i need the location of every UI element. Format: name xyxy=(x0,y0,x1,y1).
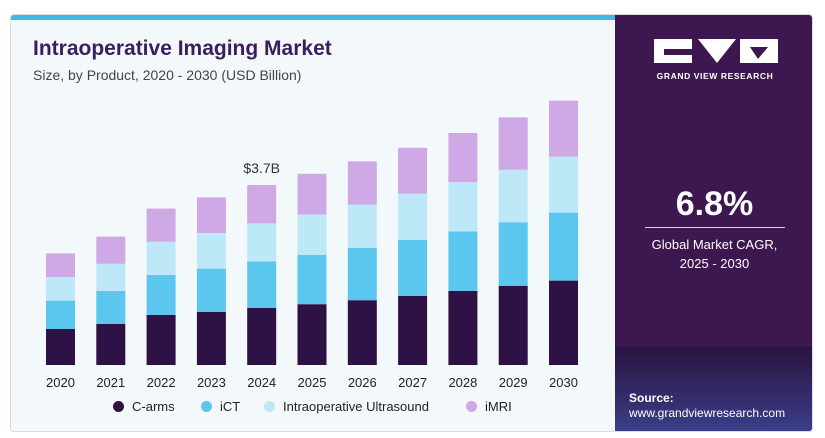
bar-2026-ict xyxy=(347,247,377,301)
top-accent-bar xyxy=(11,15,615,20)
source-label: Source: xyxy=(629,391,674,405)
x-tick-label: 2022 xyxy=(147,375,176,390)
bar-2020-ict xyxy=(46,300,75,329)
x-tick-label: 2023 xyxy=(197,375,226,390)
logo-mark-icon xyxy=(654,39,778,63)
x-tick-label: 2025 xyxy=(298,375,327,390)
bar-2027-c-arms xyxy=(398,295,428,365)
x-tick-label: 2024 xyxy=(247,375,276,390)
legend-label: C-arms xyxy=(132,399,175,414)
data-label-annotation: $3.7B xyxy=(243,160,280,176)
cagr-value: 6.8% xyxy=(675,185,754,223)
bar-2029-intraoperative-ultrasound xyxy=(498,169,528,223)
bar-2029-c-arms xyxy=(498,285,528,365)
legend-item: iCT xyxy=(201,399,240,414)
bar-2024-c-arms xyxy=(247,307,277,365)
bar-2022-imri xyxy=(146,208,176,242)
source-link[interactable]: www.grandviewresearch.com xyxy=(629,406,786,420)
brand-logo: GRAND VIEW RESEARCH xyxy=(640,37,790,85)
bar-2028-imri xyxy=(448,133,478,183)
bar-2028-c-arms xyxy=(448,291,478,365)
bar-2030-intraoperative-ultrasound xyxy=(549,156,578,213)
bar-2027-ict xyxy=(398,239,428,296)
bar-2026-c-arms xyxy=(347,300,377,365)
legend-swatch xyxy=(264,401,275,412)
x-tick-label: 2020 xyxy=(46,375,75,390)
x-tick-label: 2021 xyxy=(96,375,125,390)
legend-label: iCT xyxy=(220,399,241,414)
x-tick-label: 2026 xyxy=(348,375,377,390)
bar-2022-c-arms xyxy=(146,315,176,365)
bar-2026-intraoperative-ultrasound xyxy=(347,204,377,248)
bar-2030-c-arms xyxy=(549,280,578,365)
bar-2020-intraoperative-ultrasound xyxy=(46,277,75,301)
x-tick-label: 2028 xyxy=(448,375,477,390)
bar-2025-ict xyxy=(297,255,327,305)
source-band xyxy=(615,347,812,431)
bar-2025-c-arms xyxy=(297,304,327,365)
bar-2025-imri xyxy=(297,173,327,215)
legend-item: C-arms xyxy=(113,399,175,414)
bar-2023-ict xyxy=(196,268,226,312)
bar-2022-ict xyxy=(146,275,176,315)
bar-2028-intraoperative-ultrasound xyxy=(448,182,478,232)
x-tick-label: 2030 xyxy=(549,375,578,390)
chart-legend: C-arms iCT Intraoperative Ultrasound iMRI xyxy=(11,399,615,419)
bar-2023-c-arms xyxy=(196,311,226,365)
bar-2024-imri xyxy=(247,185,277,224)
report-card: Intraoperative Imaging Market Size, by P… xyxy=(10,14,813,432)
bar-2020-c-arms xyxy=(46,329,75,365)
bar-2030-ict xyxy=(549,212,578,281)
x-tick-label: 2027 xyxy=(398,375,427,390)
bar-2024-ict xyxy=(247,261,277,308)
bar-2020-imri xyxy=(46,253,75,277)
bar-2030-imri xyxy=(549,100,578,157)
legend-item: iMRI xyxy=(466,399,512,414)
bar-2027-intraoperative-ultrasound xyxy=(398,193,428,240)
legend-swatch xyxy=(466,401,477,412)
bar-2029-imri xyxy=(498,117,528,170)
bar-2029-ict xyxy=(498,222,528,286)
legend-item: Intraoperative Ultrasound xyxy=(264,399,429,414)
bar-2026-imri xyxy=(347,161,377,205)
chart-title: Intraoperative Imaging Market xyxy=(33,37,332,60)
cagr-divider xyxy=(645,227,785,228)
bar-2021-imri xyxy=(96,236,126,264)
bar-2023-imri xyxy=(196,197,226,233)
chart-subtitle: Size, by Product, 2020 - 2030 (USD Billi… xyxy=(33,67,302,83)
legend-label: Intraoperative Ultrasound xyxy=(283,399,429,414)
cagr-label-line1: Global Market CAGR, xyxy=(651,237,778,252)
summary-panel: GRAND VIEW RESEARCH 6.8% Global Market C… xyxy=(615,15,812,431)
stacked-bar-chart: 2020 2021 2022 2023 2024 $3.7B 2025 2026 2027 202… xyxy=(46,100,578,390)
bar-2025-intraoperative-ultrasound xyxy=(297,214,327,255)
bar-2024-intraoperative-ultrasound xyxy=(247,223,277,262)
cagr-label: Global Market CAGR, 2025 - 2030 xyxy=(615,235,812,273)
bar-2021-ict xyxy=(96,291,126,324)
legend-swatch xyxy=(201,401,212,412)
cagr-label-line2: 2025 - 2030 xyxy=(679,256,750,271)
bar-2027-imri xyxy=(398,147,428,194)
x-tick-label: 2029 xyxy=(499,375,528,390)
legend-label: iMRI xyxy=(485,399,512,414)
bar-2028-ict xyxy=(448,231,478,291)
bar-2022-intraoperative-ultrasound xyxy=(146,241,176,275)
bar-2021-c-arms xyxy=(96,323,126,365)
legend-swatch xyxy=(113,401,124,412)
bar-2023-intraoperative-ultrasound xyxy=(196,233,226,269)
bar-2021-intraoperative-ultrasound xyxy=(96,263,126,291)
brand-name: GRAND VIEW RESEARCH xyxy=(656,71,774,81)
